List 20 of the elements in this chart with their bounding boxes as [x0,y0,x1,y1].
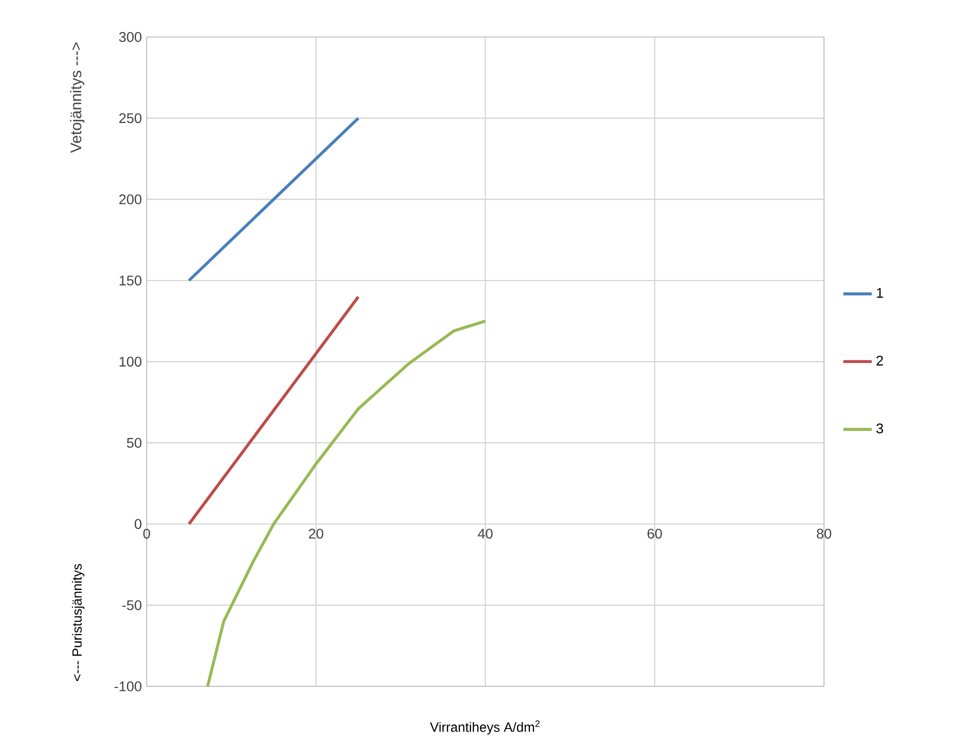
text: Vetojännitys ---> [70,42,84,153]
legend-label: 3 [876,423,884,434]
y-tick-label: 300 [119,32,142,42]
y-tick-label: 100 [120,356,142,367]
x-tick-label: 20 [308,528,324,539]
legend-label: 1 [876,288,883,298]
x-tick-label: 60 [648,528,662,539]
x-tick-label: 0 [143,528,150,539]
legend-label: 2 [876,356,883,366]
y-tick-label: -100 [114,681,142,692]
x-axis-title: Virrantiheys A/dm$^{2}$ [430,720,540,734]
y-tick-label: 250 [119,113,142,124]
y-axis-title: <--- Puristusjännitys [72,564,84,681]
y-tick-label: 0 [134,519,142,529]
y-tick-label: -50 [122,600,142,610]
y-tick-label: 200 [119,194,142,204]
y-tick-label: 50 [126,438,142,448]
x-tick-label: 80 [816,528,832,539]
x-tick-label: 40 [478,528,493,539]
y-tick-label: 150 [120,276,142,286]
